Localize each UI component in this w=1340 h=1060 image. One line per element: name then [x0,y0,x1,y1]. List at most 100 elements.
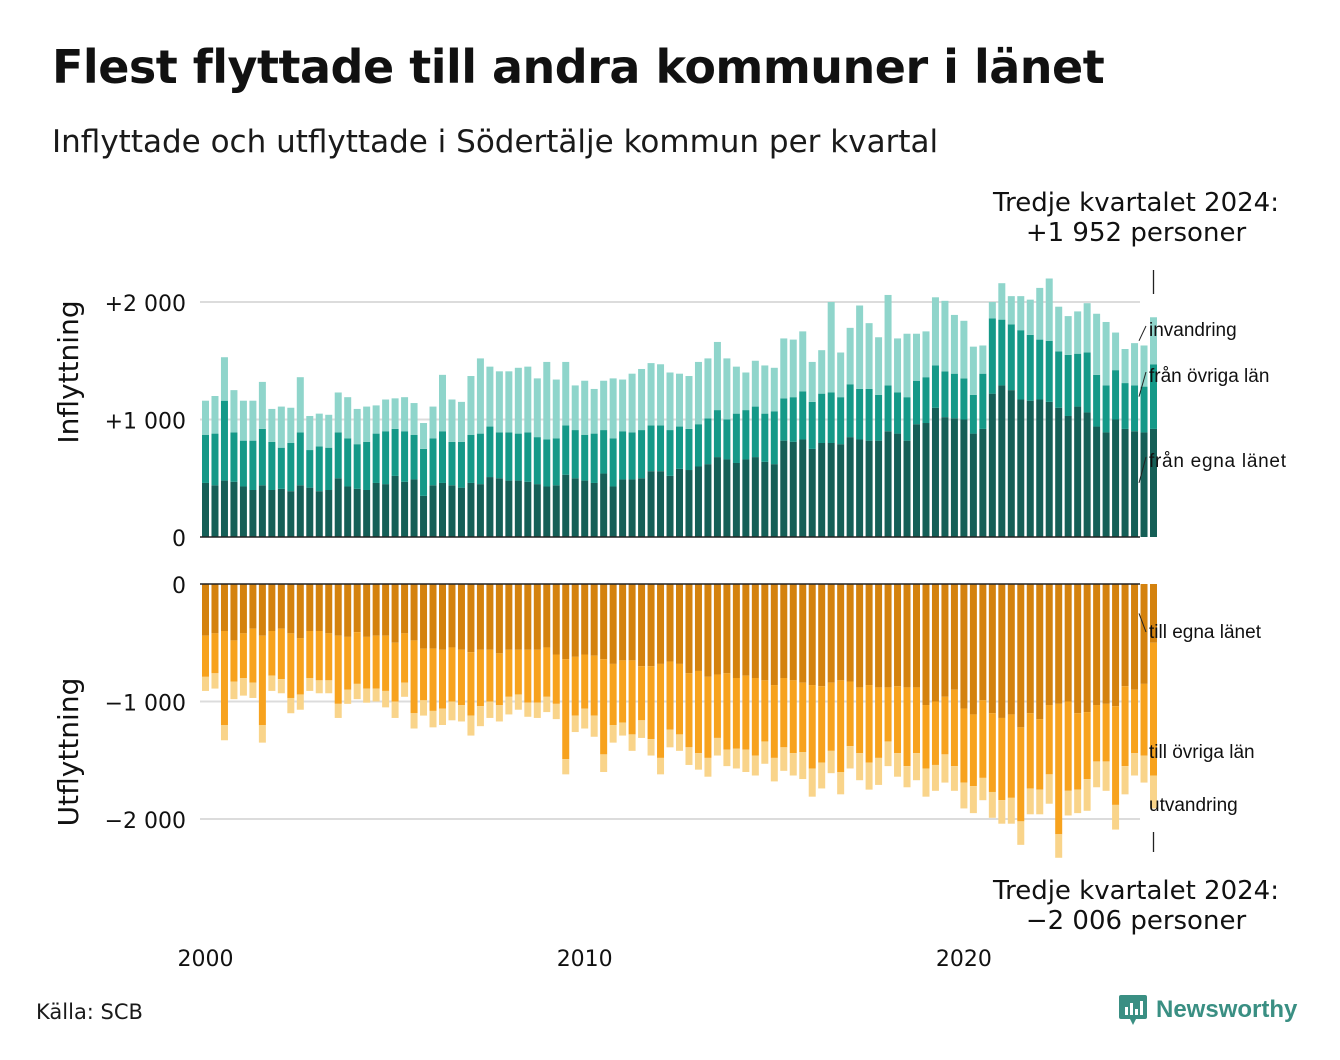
bar-out-ovriga [202,635,209,677]
brand-name: Newsworthy [1156,996,1298,1023]
bar-in-ovriga [979,373,987,429]
bar-in-egna [694,466,702,537]
bar-out-egna [372,584,380,636]
series-label-fran-egna-lanet: från egna länet [1149,451,1287,472]
bar-in-invandring [220,357,228,401]
bar-in-egna [476,484,484,538]
bar-in-egna [211,485,219,537]
bar-in-ovriga [268,441,276,490]
bar-in-ovriga [401,431,409,482]
bar-out-ovriga [837,680,845,772]
bar-in-invandring [230,390,238,433]
bar-in-ovriga [903,397,911,441]
bar-out-ovriga [761,680,769,742]
bar-out-egna [486,584,494,650]
bar-out-utvandring [941,754,949,783]
bar-out-egna [1150,584,1157,643]
bar-out-egna [363,584,371,637]
bar-out-egna [704,584,712,677]
bar-in-egna [1017,399,1025,537]
bar-out-ovriga [1150,642,1157,776]
bar-in-egna [495,478,503,537]
y-tick-label-bottom: −1 000 [105,692,186,717]
y-axis-label-bottom: Utflyttning [52,678,85,827]
bar-out-utvandring [808,768,816,797]
bar-in-egna [1045,401,1053,538]
bar-in-ovriga [514,433,522,481]
bar-in-ovriga [457,441,465,488]
bar-out-utvandring [1026,788,1034,815]
series-label-utvandring: utvandring [1149,795,1238,816]
bar-in-egna [950,418,958,537]
bar-out-ovriga [903,687,911,767]
series-label-fran-ovriga-lan: från övriga län [1149,366,1269,387]
bar-in-invandring [1102,321,1110,386]
bar-out-egna [315,584,323,631]
bar-in-invandring [363,406,371,442]
bar-in-invandring [846,327,854,385]
bar-in-ovriga [1074,353,1082,407]
bar-out-ovriga [268,631,276,676]
bar-out-utvandring [429,710,437,728]
bar-out-ovriga [1093,705,1101,762]
bar-out-utvandring [931,764,939,791]
bar-in-egna [353,488,361,537]
bar-out-ovriga [638,666,646,721]
bar-out-egna [903,584,911,688]
bar-out-utvandring [1036,789,1044,815]
bar-in-egna [1150,428,1157,537]
bar-in-invandring [382,399,390,432]
bar-in-egna [306,487,314,537]
bar-out-ovriga [818,686,826,763]
bar-in-invandring [969,346,977,395]
bar-out-egna [619,584,627,661]
bar-out-ovriga [467,652,475,716]
bar-in-invandring [391,398,399,429]
bar-out-utvandring [647,739,655,756]
bar-out-egna [1007,584,1015,715]
bar-in-egna [315,491,323,537]
bar-out-ovriga [1007,714,1015,798]
bar-in-egna [723,459,731,537]
bar-out-ovriga [514,649,522,695]
bar-in-egna [856,439,864,537]
bar-in-invandring [666,372,674,431]
bar-in-egna [1112,419,1120,537]
bar-in-egna [922,423,930,537]
bar-in-ovriga [258,428,266,486]
bar-out-ovriga [846,681,854,747]
bar-in-invandring [1150,317,1157,365]
bar-in-invandring [922,331,930,378]
y-tick-label-top: +1 000 [105,410,186,435]
bar-in-egna [960,419,968,537]
bar-in-ovriga [1112,370,1120,420]
bar-out-ovriga [344,636,352,690]
bar-out-utvandring [818,762,826,789]
bar-in-invandring [713,341,721,411]
bar-in-ovriga [761,413,769,462]
bar-out-egna [666,584,674,662]
bar-in-ovriga [439,431,446,483]
bar-in-egna [372,482,380,537]
bar-in-invandring [287,407,295,443]
bar-in-egna [325,490,333,537]
bar-in-invandring [249,400,257,441]
bar-in-invandring [353,408,361,445]
bar-out-egna [1093,584,1101,706]
bar-out-utvandring [1093,761,1101,788]
bar-in-ovriga [325,447,333,490]
bar-out-egna [448,584,456,648]
bar-out-egna [344,584,352,637]
bar-out-egna [837,584,845,681]
bottom-annotation-line2: −2 006 personer [1025,906,1247,936]
bar-out-ovriga [931,701,939,765]
bar-out-ovriga [372,635,380,689]
bar-in-invandring [524,366,532,433]
bar-in-ovriga [988,318,996,394]
bar-out-ovriga [590,655,598,716]
bar-out-ovriga [960,708,968,783]
bar-out-ovriga [581,654,589,709]
bar-out-ovriga [353,632,361,684]
bar-in-egna [894,433,902,537]
bar-in-egna [249,490,257,537]
